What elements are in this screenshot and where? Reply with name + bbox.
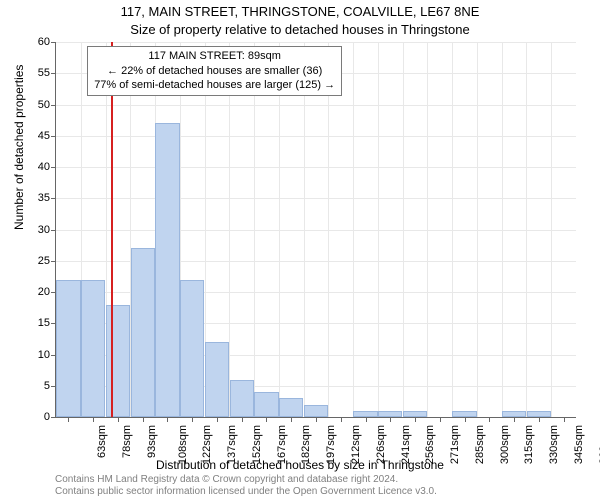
x-tick-mark — [167, 417, 168, 422]
gridline-h — [56, 198, 576, 199]
x-tick-mark — [118, 417, 119, 422]
bar — [502, 411, 526, 417]
y-tick-mark — [51, 417, 56, 418]
gridline-v — [403, 42, 404, 417]
y-axis-label: Number of detached properties — [12, 65, 26, 230]
x-tick-mark — [564, 417, 565, 422]
gridline-v — [551, 42, 552, 417]
x-tick-mark — [366, 417, 367, 422]
bar — [230, 380, 254, 418]
x-tick-mark — [539, 417, 540, 422]
x-tick-mark — [440, 417, 441, 422]
y-tick-label: 25 — [20, 255, 50, 267]
gridline-v — [477, 42, 478, 417]
y-tick-label: 40 — [20, 161, 50, 173]
y-tick-label: 45 — [20, 130, 50, 142]
gridline-v — [378, 42, 379, 417]
y-tick-label: 60 — [20, 36, 50, 48]
gridline-v — [254, 42, 255, 417]
gridline-v — [526, 42, 527, 417]
y-tick-mark — [51, 105, 56, 106]
bar — [155, 123, 179, 417]
x-tick-mark — [192, 417, 193, 422]
x-tick-mark — [390, 417, 391, 422]
bar — [205, 342, 229, 417]
bar — [378, 411, 402, 417]
x-tick-mark — [266, 417, 267, 422]
bar — [452, 411, 476, 417]
bar — [106, 305, 130, 418]
bar — [527, 411, 551, 417]
y-tick-label: 35 — [20, 192, 50, 204]
bar — [304, 405, 328, 418]
gridline-v — [279, 42, 280, 417]
y-tick-label: 30 — [20, 224, 50, 236]
gridline-v — [427, 42, 428, 417]
y-tick-label: 0 — [20, 411, 50, 423]
y-tick-label: 15 — [20, 317, 50, 329]
annotation-line2: ← 22% of detached houses are smaller (36… — [94, 64, 335, 79]
gridline-v — [353, 42, 354, 417]
plot-area: 117 MAIN STREET: 89sqm← 22% of detached … — [55, 42, 576, 418]
gridline-v — [229, 42, 230, 417]
gridline-v — [328, 42, 329, 417]
x-tick-label: 78sqm — [121, 425, 133, 458]
bar — [403, 411, 427, 417]
footer-attribution: Contains HM Land Registry data © Crown c… — [55, 474, 437, 498]
bar — [81, 280, 105, 418]
annotation-box: 117 MAIN STREET: 89sqm← 22% of detached … — [87, 46, 342, 97]
gridline-h — [56, 105, 576, 106]
y-tick-mark — [51, 136, 56, 137]
y-tick-label: 10 — [20, 349, 50, 361]
x-tick-mark — [465, 417, 466, 422]
x-tick-mark — [68, 417, 69, 422]
bar — [131, 248, 155, 417]
x-tick-mark — [489, 417, 490, 422]
x-tick-mark — [415, 417, 416, 422]
x-tick-mark — [316, 417, 317, 422]
y-tick-label: 20 — [20, 286, 50, 298]
bar — [56, 280, 80, 418]
x-tick-label: 93sqm — [146, 425, 158, 458]
title-main: 117, MAIN STREET, THRINGSTONE, COALVILLE… — [0, 4, 600, 19]
x-tick-mark — [143, 417, 144, 422]
y-tick-mark — [51, 230, 56, 231]
title-sub: Size of property relative to detached ho… — [0, 22, 600, 37]
y-tick-mark — [51, 42, 56, 43]
y-tick-label: 50 — [20, 99, 50, 111]
bar — [279, 398, 303, 417]
x-tick-mark — [341, 417, 342, 422]
annotation-line1: 117 MAIN STREET: 89sqm — [94, 49, 335, 64]
gridline-h — [56, 230, 576, 231]
bar — [353, 411, 377, 417]
x-tick-mark — [242, 417, 243, 422]
x-tick-mark — [93, 417, 94, 422]
gridline-h — [56, 42, 576, 43]
x-tick-mark — [217, 417, 218, 422]
x-axis-label: Distribution of detached houses by size … — [0, 458, 600, 472]
y-tick-mark — [51, 261, 56, 262]
gridline-h — [56, 136, 576, 137]
y-tick-mark — [51, 167, 56, 168]
gridline-v — [452, 42, 453, 417]
gridline-v — [304, 42, 305, 417]
footer-line2: Contains public sector information licen… — [55, 486, 437, 498]
y-tick-label: 5 — [20, 380, 50, 392]
x-tick-label: 63sqm — [96, 425, 108, 458]
x-tick-mark — [291, 417, 292, 422]
gridline-v — [502, 42, 503, 417]
x-tick-mark — [514, 417, 515, 422]
chart-container: 117, MAIN STREET, THRINGSTONE, COALVILLE… — [0, 0, 600, 500]
y-tick-mark — [51, 198, 56, 199]
bar — [254, 392, 278, 417]
bar — [180, 280, 204, 418]
annotation-line3: 77% of semi-detached houses are larger (… — [94, 78, 335, 93]
footer-line1: Contains HM Land Registry data © Crown c… — [55, 474, 437, 486]
y-tick-mark — [51, 73, 56, 74]
gridline-h — [56, 167, 576, 168]
y-tick-label: 55 — [20, 67, 50, 79]
reference-line — [111, 42, 113, 417]
